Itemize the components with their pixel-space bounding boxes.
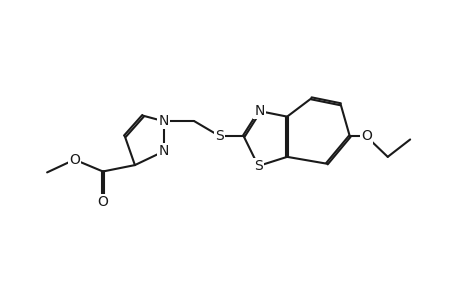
Text: N: N <box>254 104 264 118</box>
Text: N: N <box>158 144 168 158</box>
Text: S: S <box>253 159 262 173</box>
Text: N: N <box>158 114 168 128</box>
Text: S: S <box>215 129 224 143</box>
Text: O: O <box>97 195 108 209</box>
Text: O: O <box>360 129 371 143</box>
Text: O: O <box>69 153 80 166</box>
